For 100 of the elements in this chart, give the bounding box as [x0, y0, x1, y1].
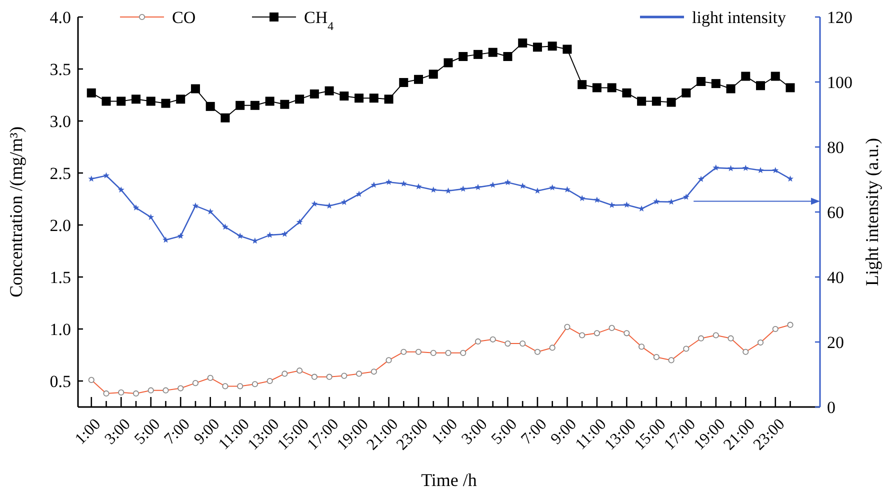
point — [534, 187, 541, 194]
y2-tick-label: 120 — [827, 8, 852, 27]
point — [146, 96, 156, 106]
y-tick-label: 3.0 — [50, 112, 71, 131]
point — [519, 182, 526, 189]
point — [444, 58, 453, 68]
point — [460, 186, 466, 192]
y-tick-label: 2.5 — [50, 164, 71, 183]
point — [772, 167, 779, 174]
point — [370, 182, 378, 188]
point — [207, 208, 214, 214]
point — [742, 164, 749, 171]
point — [757, 167, 764, 174]
legend-label: CO — [172, 8, 196, 27]
point — [607, 83, 616, 92]
point — [562, 44, 572, 54]
point — [340, 198, 348, 205]
point — [88, 175, 95, 182]
point — [414, 74, 424, 84]
point — [682, 88, 691, 98]
point — [310, 89, 319, 98]
point — [548, 42, 557, 51]
point — [696, 76, 706, 86]
point — [132, 204, 140, 211]
point — [177, 232, 184, 239]
y-tick-label: 1.5 — [50, 268, 71, 287]
x-tick-label: 1:00 — [428, 416, 462, 448]
point — [608, 202, 616, 208]
point — [266, 232, 274, 238]
y2-tick-label: 80 — [827, 138, 844, 157]
y-tick-label: 4.0 — [50, 8, 71, 27]
x-tick-label: 5:00 — [132, 416, 164, 448]
x-tick-label: 1:00 — [72, 416, 104, 448]
point — [356, 190, 362, 197]
y-tick-label: 2.0 — [50, 216, 71, 235]
point — [594, 196, 600, 203]
point — [458, 52, 468, 62]
point — [653, 198, 660, 204]
point — [430, 186, 437, 193]
point — [488, 48, 498, 57]
point — [445, 187, 452, 194]
y2-tick-label: 0 — [827, 398, 836, 417]
point — [220, 113, 230, 122]
point — [236, 100, 245, 110]
y2-axis-title: Light intensity (a.u.) — [862, 138, 882, 286]
y2-tick-label: 100 — [827, 72, 852, 92]
point — [206, 102, 215, 111]
point — [474, 184, 482, 190]
point — [741, 72, 750, 81]
point — [712, 164, 720, 171]
point — [369, 94, 378, 103]
point — [415, 183, 422, 190]
x-tick-label: 3:00 — [102, 416, 134, 448]
y-tick-label: 0.5 — [50, 372, 71, 391]
point — [86, 88, 96, 98]
point — [666, 98, 676, 107]
point — [281, 230, 288, 237]
point — [340, 92, 349, 101]
point — [668, 198, 675, 205]
point — [637, 96, 646, 106]
point — [148, 214, 154, 220]
y2-tick-label: 60 — [827, 202, 844, 222]
point — [236, 232, 244, 239]
x-tick-label: 7:00 — [161, 416, 194, 448]
point — [399, 78, 408, 88]
point — [176, 94, 186, 104]
point — [652, 96, 661, 106]
legend-label: light intensity — [692, 8, 786, 27]
point — [295, 94, 304, 104]
point — [222, 224, 228, 230]
y-axis-title: Concentration /(mg/m³) — [6, 126, 26, 298]
point — [131, 94, 140, 104]
point — [504, 179, 511, 186]
point — [252, 238, 258, 244]
point — [756, 81, 766, 90]
point — [711, 79, 720, 88]
point — [578, 194, 586, 202]
y2-tick-label: 40 — [827, 268, 844, 287]
point — [564, 186, 570, 192]
point — [265, 96, 274, 106]
y-tick-label: 3.5 — [50, 60, 71, 79]
point — [623, 201, 630, 208]
x-tick-label: 5:00 — [488, 416, 521, 448]
point — [518, 38, 528, 48]
point — [161, 98, 170, 108]
point — [549, 184, 556, 190]
point — [311, 200, 318, 207]
point — [354, 94, 364, 103]
point — [102, 96, 111, 106]
x-tick-label: 3:00 — [458, 416, 491, 448]
point — [384, 94, 394, 104]
point — [770, 72, 780, 81]
point — [698, 176, 704, 182]
point — [787, 175, 794, 182]
point — [103, 172, 110, 178]
point — [118, 186, 124, 193]
point — [116, 96, 126, 106]
x-axis-title: Time /h — [421, 470, 477, 490]
point — [400, 180, 407, 186]
point — [622, 88, 632, 98]
